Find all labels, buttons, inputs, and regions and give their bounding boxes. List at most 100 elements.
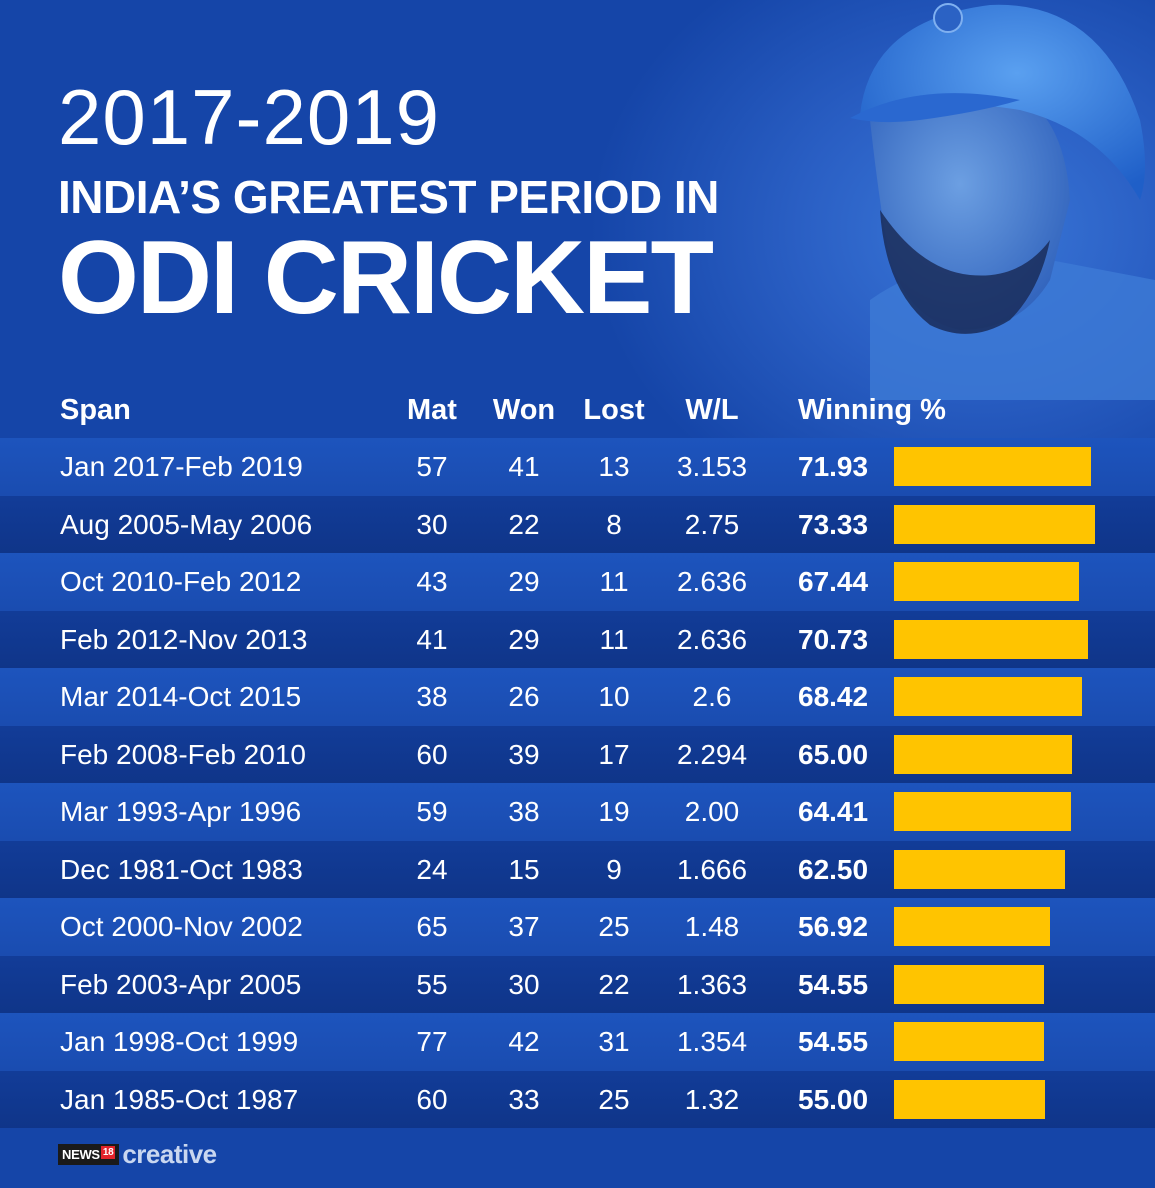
table-body: Jan 2017-Feb 2019 57 41 13 3.153 71.93 Aug 200… [0,438,1155,1128]
row-winning-pct: 68.42 [798,681,869,712]
col-wl: W/L [685,394,739,426]
row-won: 15 [508,853,540,885]
row-lost: 31 [598,1026,630,1057]
row-won: 33 [508,1083,540,1115]
winning-pct-bar [894,677,1082,716]
table-row: Oct 2000-Nov 2002 65 37 25 1.48 56.92 [0,898,1155,956]
row-winning-pct: 73.33 [798,508,869,540]
row-span: Mar 1993-Apr 1996 [60,796,302,827]
row-won: 42 [508,1026,540,1057]
row-won: 29 [508,623,540,655]
row-winning-pct: 65.00 [798,738,869,770]
winning-pct-bar [894,619,1088,659]
row-wl: 2.6 [692,681,732,712]
table-row: Feb 2008-Feb 2010 60 39 17 2.294 65.00 [0,725,1155,783]
table-row: Mar 1993-Apr 1996 59 38 19 2.00 64.41 [0,783,1155,841]
row-lost: 17 [598,738,630,770]
row-winning-pct: 71.93 [798,451,869,482]
table-header: Span Mat Won Lost W/L Winning % [0,388,1155,432]
winning-pct-bar [894,447,1092,486]
logo-18: 18 [100,1145,116,1159]
row-winning-pct: 67.44 [798,566,869,597]
footer-logo: NEWS 18 creative [58,1138,217,1170]
logo-news: NEWS 18 [58,1143,120,1165]
row-wl: 2.75 [684,508,740,540]
row-winning-pct: 54.55 [798,968,869,1000]
winning-pct-bar [894,964,1044,1004]
logo-creative: creative [122,1138,217,1169]
row-span: Oct 2000-Nov 2002 [60,911,303,942]
winning-pct-bar [894,562,1079,601]
table-row: Jan 1998-Oct 1999 77 42 31 1.354 54.55 [0,1013,1155,1071]
row-mat: 38 [416,681,448,712]
row-won: 22 [508,508,540,540]
row-won: 39 [508,738,540,770]
row-winning-pct: 64.41 [798,796,869,827]
row-span: Aug 2005-May 2006 [60,508,313,540]
winning-pct-bar [894,907,1050,946]
logo-news-text: NEWS [62,1146,100,1162]
table-row: Jan 1985-Oct 1987 60 33 25 1.32 55.00 [0,1070,1155,1128]
table-row: Mar 2014-Oct 2015 38 26 10 2.6 68.42 [0,668,1155,726]
row-lost: 11 [599,623,629,655]
winning-pct-bar [894,1079,1045,1119]
row-won: 38 [508,796,540,827]
row-wl: 2.636 [676,623,748,655]
col-won: Won [492,394,556,426]
row-won: 30 [508,968,540,1000]
row-span: Dec 1981-Oct 1983 [60,853,303,885]
row-lost: 19 [598,796,630,827]
row-wl: 1.32 [684,1083,740,1115]
col-mat: Mat [407,394,457,426]
table-row: Feb 2003-Apr 2005 55 30 22 1.363 54.55 [0,955,1155,1013]
row-winning-pct: 62.50 [798,853,869,885]
title-year: 2017-2019 [58,73,441,161]
row-lost: 8 [606,508,622,540]
table-row: Dec 1981-Oct 1983 24 15 9 1.666 62.50 [0,840,1155,898]
row-span: Feb 2012-Nov 2013 [60,623,308,655]
col-lost: Lost [583,394,645,426]
row-wl: 1.666 [676,853,748,885]
winning-pct-bar [894,792,1071,831]
row-span: Jan 1985-Oct 1987 [60,1083,299,1115]
winning-pct-bar [894,734,1073,774]
row-won: 29 [508,566,540,597]
row-mat: 60 [416,738,448,770]
row-lost: 13 [598,451,630,482]
row-winning-pct: 56.92 [798,911,869,942]
winning-pct-bar [894,849,1066,889]
table-row: Oct 2010-Feb 2012 43 29 11 2.636 67.44 [0,553,1155,611]
player-photo [850,3,1155,400]
col-winning-pct: Winning % [798,394,946,426]
row-wl: 1.48 [684,911,740,942]
row-wl: 3.153 [676,451,748,482]
row-span: Oct 2010-Feb 2012 [60,566,302,597]
row-span: Jan 1998-Oct 1999 [60,1026,299,1057]
row-lost: 10 [598,681,630,712]
row-mat: 57 [416,451,448,482]
row-mat: 55 [416,968,448,1000]
title-main: ODI CRICKET [58,220,714,336]
row-won: 41 [508,451,540,482]
row-won: 26 [508,681,540,712]
table-row: Jan 2017-Feb 2019 57 41 13 3.153 71.93 [0,438,1155,496]
row-winning-pct: 70.73 [798,623,869,655]
row-mat: 43 [416,566,448,597]
row-winning-pct: 54.55 [798,1026,869,1057]
row-mat: 77 [416,1026,448,1057]
title-subtitle: INDIA’S GREATEST PERIOD IN [58,171,719,223]
col-span: Span [60,394,131,426]
row-mat: 24 [416,853,448,885]
row-winning-pct: 55.00 [798,1083,869,1115]
row-lost: 25 [598,1083,630,1115]
winning-pct-bar [894,504,1095,544]
winning-pct-bar [894,1022,1044,1061]
row-mat: 41 [416,623,448,655]
row-won: 37 [508,911,540,942]
table-row: Feb 2012-Nov 2013 41 29 11 2.636 70.73 [0,610,1155,668]
row-mat: 59 [416,796,448,827]
row-wl: 1.363 [676,968,748,1000]
row-mat: 30 [416,508,448,540]
row-wl: 2.00 [684,796,740,827]
row-span: Mar 2014-Oct 2015 [60,681,302,712]
